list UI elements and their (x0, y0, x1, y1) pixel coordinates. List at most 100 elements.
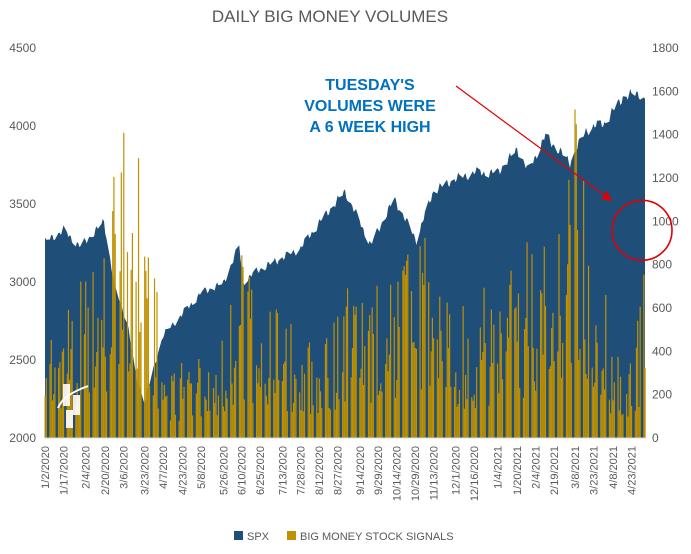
signal-bar (196, 382, 199, 438)
signal-bar (484, 343, 486, 438)
legend: SPX BIG MONEY STOCK SIGNALS (234, 531, 454, 543)
signal-bar (603, 389, 606, 438)
signal-bar (97, 317, 99, 438)
signal-bar (559, 315, 561, 438)
signal-bar (128, 371, 130, 438)
x-tick-label: 2/19/2021 (549, 446, 561, 495)
signal-bar (557, 351, 559, 438)
signal-bar (171, 375, 173, 438)
x-tick-label: 5/8/2020 (196, 446, 208, 489)
signal-bar (200, 416, 202, 438)
signal-bar (355, 306, 357, 438)
signal-bar (621, 415, 623, 438)
signal-bar (120, 172, 122, 439)
signal-bar (310, 413, 312, 438)
x-tick-label: 4/8/2021 (608, 446, 620, 489)
signal-bar (302, 411, 304, 438)
signal-bar (344, 401, 346, 438)
signal-bar (407, 254, 409, 438)
signal-bar (449, 314, 451, 438)
signal-bar (101, 320, 103, 438)
signal-bar (300, 410, 302, 438)
signal-bar (431, 317, 433, 438)
signal-bar (221, 340, 223, 438)
right-tick-label: 0 (652, 431, 659, 445)
signal-bar (83, 334, 86, 438)
signal-bar (267, 404, 269, 438)
signal-bar (318, 378, 320, 438)
right-tick-label: 1000 (652, 214, 679, 228)
logo-bar (63, 384, 70, 406)
signal-bar (526, 242, 528, 438)
signal-bar (334, 409, 336, 438)
signal-bar (96, 351, 98, 438)
signal-bar (565, 295, 568, 438)
signal-bar (264, 383, 266, 438)
left-tick-label: 2000 (9, 431, 36, 445)
signal-bar (230, 304, 232, 438)
signal-bar (446, 302, 448, 438)
signal-bar (136, 368, 138, 438)
signal-bar (303, 373, 306, 438)
annotation-text-line: A 6 WEEK HIGH (309, 119, 430, 136)
signal-bar (551, 328, 553, 438)
signal-bar (447, 348, 449, 438)
signal-bar (612, 400, 614, 438)
signal-bar (114, 233, 116, 438)
x-tick-label: 6/25/2020 (255, 446, 267, 495)
signal-bar (338, 399, 340, 438)
signal-bar (146, 298, 148, 438)
right-tick-label: 1400 (652, 128, 679, 142)
signal-bar (53, 394, 55, 438)
signal-bar (569, 224, 571, 438)
annotations: TUESDAY'S VOLUMES WERE A 6 WEEK HIGH (304, 77, 673, 262)
signal-bar (113, 176, 115, 438)
signal-bar (354, 314, 356, 438)
signal-bar (505, 351, 507, 438)
signal-bar (471, 397, 473, 438)
signal-bar (394, 397, 397, 438)
x-tick-label: 2/20/2020 (100, 446, 112, 495)
signal-bar (226, 398, 228, 438)
signal-bar (249, 318, 252, 438)
signal-bar (77, 397, 79, 438)
signal-bar (524, 329, 526, 438)
signal-bar (199, 367, 201, 438)
signal-bar (206, 411, 208, 438)
signal-bar (499, 311, 501, 438)
signal-bar (544, 305, 547, 438)
signal-bar (317, 412, 319, 438)
signal-bar (85, 281, 87, 438)
signal-bar (596, 342, 598, 438)
signal-bar (514, 308, 516, 438)
signal-bar (493, 324, 495, 438)
signal-bar (118, 364, 120, 438)
signal-bar (396, 379, 398, 438)
signal-bar (397, 281, 399, 438)
x-tick-label: 9/14/2020 (355, 446, 367, 495)
signal-bar (121, 329, 124, 438)
signal-bar (508, 337, 510, 438)
signal-bar (251, 289, 253, 438)
signal-bar (516, 341, 518, 438)
signal-bar (129, 363, 131, 438)
signal-bar (458, 389, 461, 438)
signal-bar (519, 387, 521, 438)
signal-bar (594, 382, 596, 438)
signal-bar (222, 406, 224, 438)
signal-bar (260, 343, 263, 438)
x-tick-label: 4/7/2020 (158, 446, 170, 489)
signal-bar (276, 312, 279, 438)
right-tick-label: 200 (652, 388, 672, 402)
signal-bar (464, 374, 467, 438)
x-axis-ticks: 1/2/2020 1/17/2020 2/4/2020 2/20/2020 3/6/20… (40, 437, 645, 501)
signal-bar (152, 395, 154, 438)
x-tick-label: 10/29/2020 (410, 446, 422, 501)
signal-bar (49, 363, 51, 438)
signal-bar (414, 347, 416, 438)
signal-bar (44, 395, 46, 438)
signal-bar (156, 292, 158, 438)
logo-bar (73, 395, 80, 415)
signal-bar (166, 395, 168, 438)
signal-bar (629, 363, 631, 438)
